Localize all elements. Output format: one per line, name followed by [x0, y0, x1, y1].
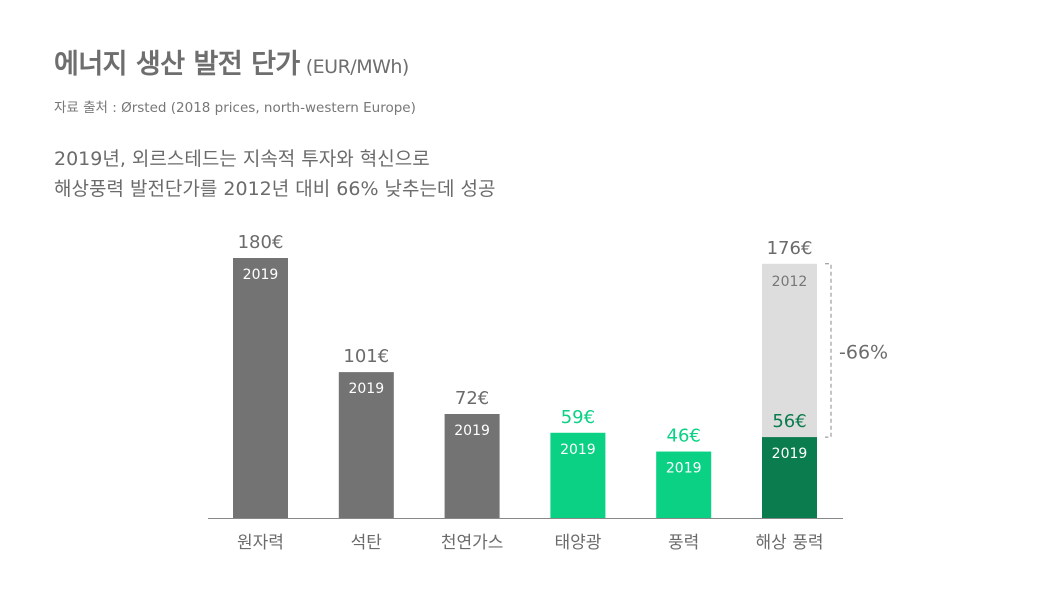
subtitle-line-1: 2019년, 외르스테드는 지속적 투자와 혁신으로: [54, 148, 430, 170]
bar-2019: [444, 414, 500, 518]
category-label: 해상 풍력: [756, 533, 824, 553]
reduction-label: -66%: [839, 341, 888, 363]
bar-2019: [338, 372, 394, 518]
unit-label: (EUR/MWh): [305, 56, 410, 78]
category-label: 풍력: [668, 533, 699, 553]
page-title: 에너지 생산 발전 단가 (EUR/MWh): [54, 49, 410, 80]
category-label: 천연가스: [441, 533, 504, 553]
bar-2019: [233, 258, 288, 518]
bar-year-label: 2019: [560, 442, 596, 458]
reduction-bracket: [825, 263, 832, 438]
value-label: 180€: [238, 232, 284, 253]
value-label: 46€: [667, 426, 701, 447]
bar-year-label: 2019: [243, 267, 279, 283]
value-label: 56€: [772, 411, 806, 432]
bar-year-label: 2019: [772, 446, 808, 462]
value-label: 176€: [767, 238, 813, 259]
value-label: 72€: [455, 388, 489, 409]
bar-2019: [762, 437, 817, 518]
value-label: 101€: [343, 346, 389, 367]
category-label: 태양광: [554, 533, 601, 553]
bar-year-label: 2019: [348, 381, 384, 397]
category-label: 석탄: [351, 533, 383, 553]
source-note: 자료 출처 : Ørsted (2018 prices, north-weste…: [54, 100, 416, 116]
bar-year-label: 2019: [666, 461, 702, 477]
bar-2019: [656, 451, 712, 518]
category-label: 원자력: [237, 533, 284, 553]
subtitle-line-2: 해상풍력 발전단가를 2012년 대비 66% 낮추는데 성공: [54, 178, 496, 200]
bar-2019: [550, 432, 606, 518]
bar-year-label: 2019: [454, 423, 490, 439]
value-label: 59€: [561, 407, 595, 428]
bar-year-label: 2012: [772, 274, 808, 290]
